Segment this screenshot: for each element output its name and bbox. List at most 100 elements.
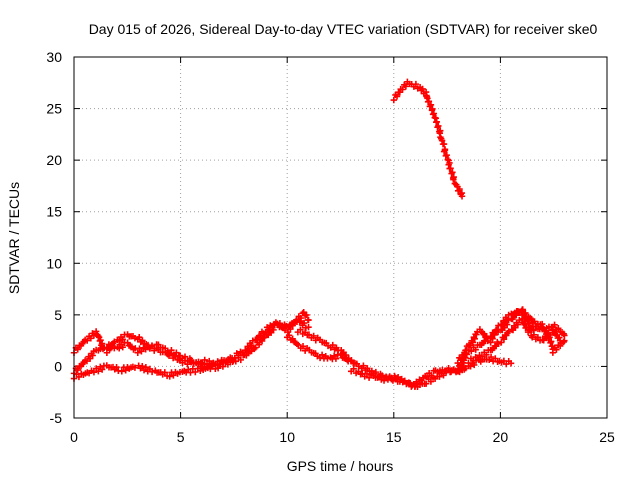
data-point [520, 310, 527, 318]
data-point [414, 380, 422, 388]
data-marks [70, 78, 568, 390]
data-point [300, 319, 308, 327]
data-point [255, 341, 263, 348]
data-point [454, 368, 461, 375]
data-point [555, 325, 562, 332]
data-point [83, 337, 91, 344]
data-point [430, 110, 438, 117]
data-point [458, 193, 466, 200]
data-point [465, 359, 472, 367]
data-point [105, 341, 113, 348]
data-point [507, 360, 515, 367]
data-point [526, 327, 533, 334]
data-point [526, 320, 534, 327]
data-point [390, 96, 397, 104]
data-point [402, 83, 410, 90]
data-point [293, 318, 301, 325]
data-point [305, 324, 312, 331]
data-point [419, 85, 426, 93]
data-point [198, 365, 206, 372]
data-point [447, 165, 454, 172]
data-point [310, 332, 317, 340]
data-point [551, 321, 558, 329]
plot-frame [73, 56, 608, 419]
y-tick-label: 30 [46, 49, 62, 65]
data-point [467, 363, 474, 370]
data-point [166, 373, 173, 380]
data-point [549, 349, 557, 356]
series-track-10 [465, 315, 564, 367]
data-point [134, 349, 141, 356]
data-point [534, 325, 542, 333]
data-point [449, 169, 456, 176]
y-tick-label: 15 [46, 204, 62, 220]
series-track-5 [284, 332, 355, 365]
data-point [498, 339, 505, 346]
data-point [394, 374, 402, 381]
data-point [483, 351, 490, 359]
data-point [258, 337, 266, 345]
data-point [457, 356, 465, 363]
y-tick-label: 25 [46, 101, 62, 117]
data-point [470, 357, 477, 364]
data-point [460, 366, 468, 373]
data-point [151, 345, 158, 352]
data-point [440, 140, 448, 148]
data-point [231, 354, 238, 362]
y-tick-label: -5 [50, 410, 63, 426]
data-point [514, 321, 522, 328]
data-point [463, 351, 470, 358]
data-point [303, 311, 310, 319]
data-point [445, 161, 452, 168]
data-point [119, 343, 126, 351]
data-point [440, 372, 447, 379]
data-point [139, 337, 146, 344]
data-point [75, 373, 83, 381]
tick-label-layer: 0 5 10 15 20 25 -5 0 5 10 15 20 25 30 [46, 49, 615, 445]
data-point [360, 362, 367, 369]
data-point [192, 368, 199, 376]
data-point [329, 341, 336, 349]
data-point [339, 350, 346, 357]
x-tick-label: 20 [493, 429, 509, 445]
data-point [305, 316, 312, 324]
data-point [422, 380, 430, 387]
data-point [248, 342, 255, 349]
y-axis-label: SDTVAR / TECUs [6, 182, 22, 294]
data-point [342, 351, 350, 359]
data-point [232, 358, 239, 365]
data-point [500, 336, 508, 343]
x-axis-label: GPS time / hours [287, 458, 394, 474]
data-point [436, 373, 443, 380]
data-point [95, 332, 102, 340]
data-point [478, 353, 486, 360]
y-tick-label: 0 [54, 358, 62, 374]
data-point [472, 346, 479, 353]
data-point [74, 346, 81, 353]
data-point [531, 318, 538, 325]
x-tick-label: 25 [599, 429, 615, 445]
data-point [553, 346, 560, 353]
data-point [265, 326, 272, 333]
data-point [138, 348, 145, 355]
data-point [393, 93, 401, 100]
data-point [538, 320, 546, 328]
data-point [173, 349, 180, 356]
y-tick-label: 10 [46, 255, 62, 271]
data-point [444, 156, 451, 163]
data-point [435, 122, 442, 130]
data-point [445, 364, 452, 372]
data-point [547, 331, 554, 339]
data-point [530, 331, 538, 338]
data-point [285, 332, 293, 339]
data-point [252, 344, 259, 351]
data-point [181, 353, 189, 360]
data-point [448, 170, 455, 177]
data-point [428, 372, 435, 379]
x-tick-label: 0 [70, 429, 78, 445]
data-point [297, 326, 304, 333]
data-point [487, 334, 494, 341]
data-point [161, 369, 168, 376]
data-point [457, 364, 464, 371]
